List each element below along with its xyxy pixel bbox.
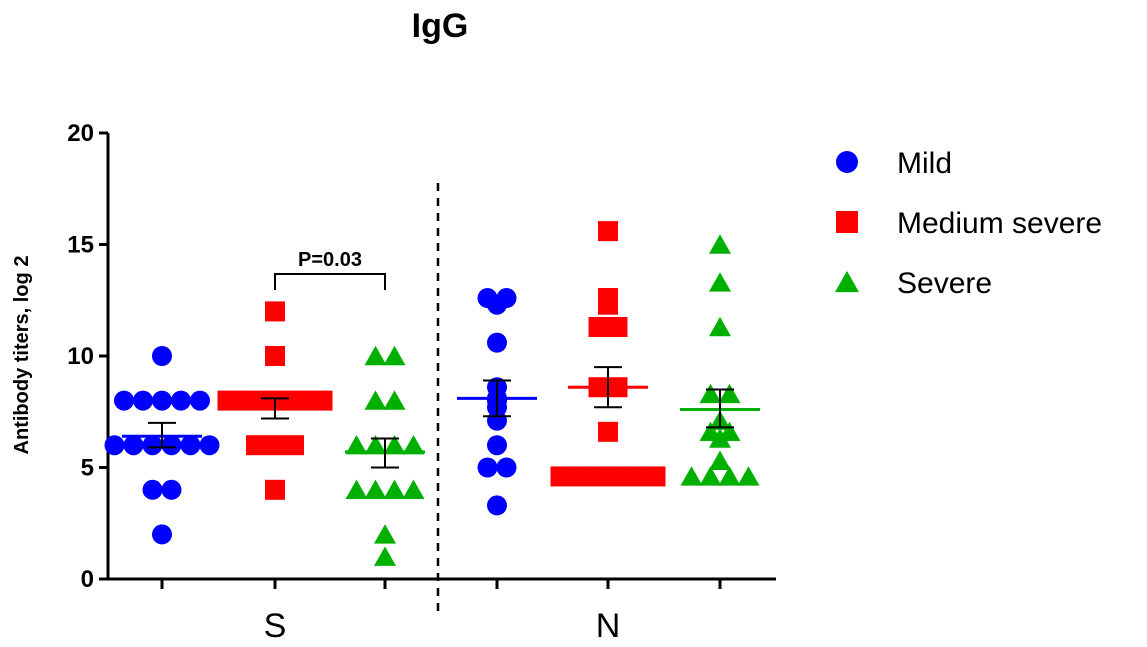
data-point-circle (487, 495, 507, 516)
data-point-square (607, 466, 628, 487)
data-point-triangle (718, 383, 741, 404)
data-point-triangle (737, 466, 760, 486)
data-point-circle (171, 390, 191, 411)
data-point-circle (104, 435, 125, 456)
data-point-triangle (402, 435, 425, 455)
legend-marker-square (836, 211, 858, 233)
data-point-triangle (680, 466, 703, 486)
data-point-triangle (364, 435, 387, 455)
y-tick-label: 20 (67, 120, 94, 147)
data-point-circle (142, 479, 163, 500)
data-point-circle (133, 390, 153, 411)
data-point-triangle (709, 450, 731, 471)
data-point-circle (161, 435, 182, 456)
data-point-square (236, 390, 257, 411)
data-point-circle (152, 524, 172, 545)
data-point-circle (161, 479, 182, 500)
x-tick-label: S (264, 607, 287, 645)
data-point-square (312, 390, 333, 411)
data-point-square (607, 317, 628, 338)
data-point-triangle (709, 316, 731, 337)
data-point-square (550, 466, 571, 487)
y-tick-label: 10 (67, 343, 94, 370)
data-point-square (569, 466, 590, 487)
legend-label: Mild (897, 147, 952, 180)
y-tick-label: 5 (81, 455, 94, 482)
data-point-square (598, 421, 618, 442)
legend-marker-circle (836, 151, 858, 173)
data-point-triangle (383, 435, 406, 455)
data-point-triangle (709, 272, 731, 292)
x-tick-label: N (596, 607, 621, 645)
data-point-circle (114, 390, 134, 411)
data-point-square (626, 466, 647, 487)
data-point-triangle (345, 435, 368, 455)
data-point-triangle (709, 428, 731, 448)
y-tick-label: 15 (67, 232, 94, 259)
data-point-triangle (374, 546, 396, 566)
data-point-square (255, 390, 276, 411)
data-point-square (274, 390, 295, 411)
legend-marker-triangle (835, 270, 859, 293)
chart-title: IgG (412, 7, 469, 45)
mean-sem-bars (122, 366, 760, 469)
data-point-triangle (699, 383, 722, 404)
p-value-label: P=0.03 (298, 249, 362, 271)
data-point-triangle (699, 466, 722, 486)
data-point-circle (190, 390, 210, 411)
data-point-triangle (364, 479, 387, 499)
data-point-square (598, 221, 618, 242)
data-point-circle (152, 390, 172, 411)
data-point-square (588, 317, 609, 338)
data-point-circle (180, 435, 201, 456)
data-point-square (265, 301, 285, 322)
data-point-triangle (402, 479, 425, 499)
legend: Mild Medium severe Severe (835, 147, 1102, 300)
data-point-square (645, 466, 666, 487)
data-point-triangle (364, 390, 387, 410)
data-point-square (598, 294, 618, 315)
data-point-triangle (364, 345, 387, 366)
data-point-circle (142, 435, 163, 456)
data-point-circle (487, 294, 507, 315)
data-point-circle (199, 435, 220, 456)
data-point-square (265, 435, 285, 456)
data-point-square (588, 466, 609, 487)
data-point-square (265, 346, 285, 366)
axes (106, 133, 776, 581)
data-point-square (284, 435, 304, 456)
significance-annotation: P=0.03 (274, 249, 386, 290)
data-point-circle (152, 346, 172, 366)
data-point-triangle (383, 390, 406, 410)
data-point-circle (487, 435, 507, 456)
y-tick-label: 0 (81, 566, 94, 593)
data-point-square (217, 390, 238, 411)
data-point-circle (477, 457, 498, 478)
y-axis-label: Antibody titers, log 2 (11, 256, 33, 455)
data-point-circle (496, 457, 517, 478)
data-point-triangle (383, 479, 406, 499)
legend-label: Severe (897, 267, 992, 300)
data-point-square (293, 390, 314, 411)
data-point-triangle (374, 524, 396, 544)
data-point-triangle (709, 234, 731, 254)
data-point-triangle (345, 479, 368, 499)
legend-label: Medium severe (897, 207, 1102, 240)
data-points (104, 221, 760, 566)
data-point-triangle (383, 345, 406, 366)
data-point-square (265, 479, 285, 500)
data-point-circle (123, 435, 144, 456)
y-ticks: 0 5 10 15 20 (67, 120, 108, 593)
data-point-square (246, 435, 266, 456)
significance-bracket (274, 273, 386, 290)
data-point-circle (487, 332, 507, 353)
data-point-triangle (718, 466, 741, 486)
